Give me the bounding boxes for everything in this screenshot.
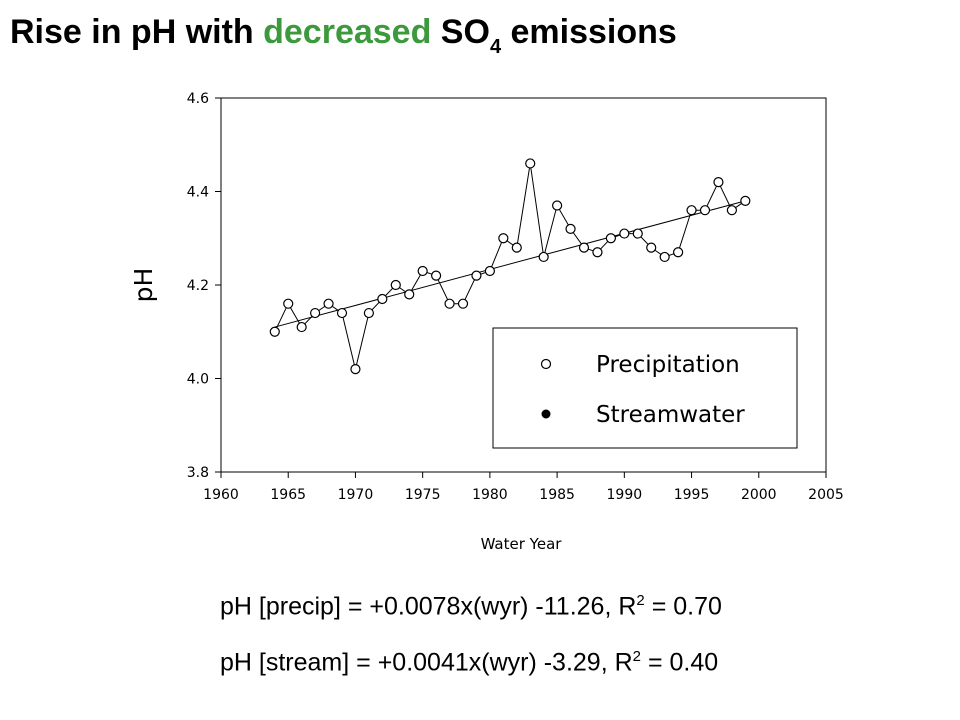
stream-r2-superscript: 2	[632, 648, 642, 665]
x-tick-label: 2005	[808, 487, 844, 503]
y-tick-label: 4.0	[187, 372, 209, 388]
precipitation-point	[686, 205, 697, 216]
precipitation-point	[740, 195, 751, 206]
x-tick-label: 1985	[539, 487, 575, 503]
x-tick-label: 1990	[607, 487, 643, 503]
precipitation-point	[578, 242, 590, 253]
title-text-2: SO	[431, 13, 490, 51]
trend-line	[274, 200, 746, 328]
x-tick-label: 1980	[472, 487, 508, 503]
x-axis-label: Water Year	[481, 535, 563, 553]
precipitation-point	[363, 307, 374, 319]
precipitation-point	[390, 279, 401, 291]
precipitation-point	[417, 265, 428, 277]
title-text-1: Rise in pH with	[10, 13, 264, 51]
title-highlight: decreased	[263, 13, 432, 51]
x-tick-label: 1995	[674, 487, 710, 503]
precipitation-point	[673, 247, 684, 258]
precipitation-point	[632, 228, 643, 239]
stream-r2-value: = 0.40	[641, 648, 719, 677]
precipitation-point	[713, 177, 724, 188]
precipitation-point	[726, 205, 737, 216]
x-tick-label: 1970	[338, 487, 374, 503]
y-tick-label: 4.6	[187, 91, 209, 107]
y-axis-label: pH	[129, 268, 158, 303]
precipitation-point	[498, 233, 509, 244]
title-subscript: 4	[489, 36, 502, 58]
x-tick-label: 1965	[270, 487, 306, 503]
precip-equation-text: pH [precip] = +0.0078x(wyr) -11.26, R	[220, 592, 637, 621]
stream-equation-text: pH [stream] = +0.0041x(wyr) -3.29, R	[220, 648, 633, 677]
x-tick-label: 1975	[405, 487, 441, 503]
precipitation-point	[431, 270, 442, 281]
precipitation-point	[296, 321, 307, 333]
precipitation-point	[605, 233, 616, 244]
precipitation-point	[619, 228, 630, 239]
precipitation-point	[283, 298, 294, 309]
precipitation-point	[323, 298, 334, 309]
precip-r2-superscript: 2	[636, 592, 645, 609]
y-tick-label: 4.4	[187, 185, 209, 201]
y-tick-label: 3.8	[187, 465, 209, 481]
precipitation-point	[646, 242, 657, 253]
precipitation-point	[269, 326, 280, 337]
title-text-3: emissions	[501, 13, 677, 51]
precipitation-point	[511, 242, 522, 253]
precipitation-point	[538, 251, 549, 263]
legend-label-precipitation: Precipitation	[596, 352, 740, 378]
legend-box	[492, 327, 798, 449]
precipitation-point	[525, 158, 536, 169]
precipitation-point	[565, 223, 576, 234]
precipitation-point	[592, 247, 603, 258]
precipitation-point	[471, 270, 482, 281]
precipitation-point	[350, 364, 361, 375]
precipitation-point	[444, 298, 455, 309]
y-tick-label: 4.2	[187, 278, 209, 294]
precipitation-point	[310, 307, 321, 319]
precipitation-point	[404, 289, 415, 300]
x-tick-label: 2000	[741, 487, 777, 503]
legend-marker-precipitation	[540, 358, 552, 370]
x-tick-label: 1960	[203, 487, 239, 503]
precipitation-point	[336, 307, 348, 319]
precipitation-point	[552, 200, 563, 211]
legend-label-streamwater: Streamwater	[596, 402, 745, 428]
precipitation-point	[457, 298, 469, 309]
precipitation-point	[699, 205, 711, 216]
precipitation-point	[659, 251, 670, 263]
legend-marker-streamwater	[541, 409, 551, 419]
precipitation-point	[377, 293, 388, 305]
slide-title: Rise in pH with decreased SO4 emissions	[10, 10, 677, 59]
precip-r2-value: = 0.70	[644, 592, 722, 621]
stream-regression-equation: pH [stream] = +0.0041x(wyr) -3.29, R2 = …	[220, 648, 718, 677]
precip-regression-equation: pH [precip] = +0.0078x(wyr) -11.26, R2 =…	[220, 592, 722, 621]
precipitation-point	[484, 265, 495, 277]
